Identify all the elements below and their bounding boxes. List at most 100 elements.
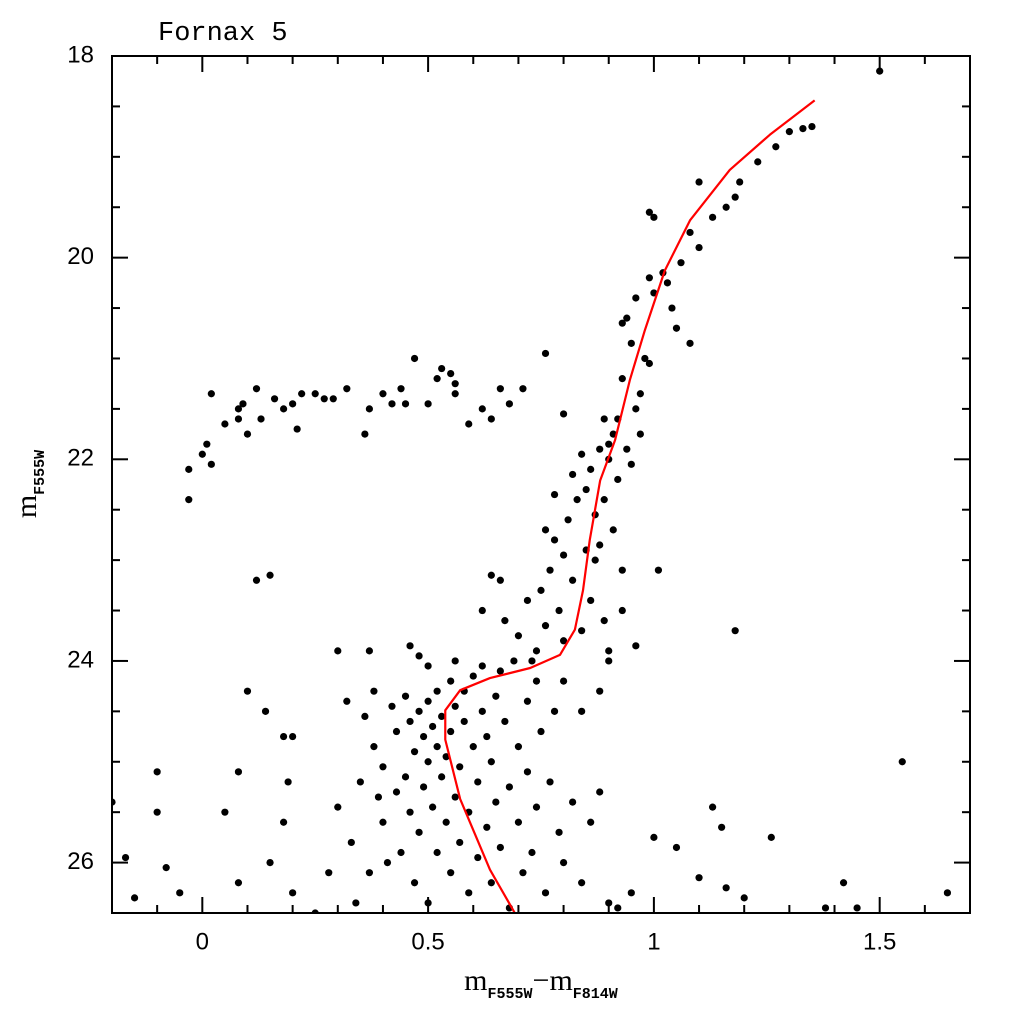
- star-point: [505, 400, 513, 408]
- star-point: [487, 415, 495, 423]
- star-point: [645, 274, 653, 282]
- star-point: [280, 732, 288, 741]
- y-label-part: m: [10, 495, 43, 518]
- star-point: [424, 758, 432, 766]
- star-point: [451, 657, 459, 665]
- star-point: [578, 450, 586, 458]
- star-point: [280, 405, 288, 413]
- x-tick-label: 1.5: [863, 928, 896, 955]
- star-point: [650, 833, 658, 841]
- star-point: [537, 586, 545, 594]
- star-point: [587, 596, 595, 605]
- star-point: [474, 778, 482, 786]
- star-point: [668, 304, 676, 312]
- star-point: [514, 632, 523, 640]
- star-point: [185, 465, 193, 473]
- star-point: [550, 490, 559, 499]
- star-point: [600, 415, 608, 423]
- star-point: [243, 687, 252, 695]
- star-point: [289, 889, 297, 897]
- star-point: [569, 576, 577, 584]
- star-point: [415, 707, 423, 715]
- star-point: [365, 869, 373, 877]
- star-point: [469, 672, 477, 680]
- star-point: [320, 395, 328, 403]
- star-point: [243, 430, 252, 438]
- star-point: [686, 339, 694, 347]
- star-point: [600, 617, 608, 625]
- star-point: [591, 556, 599, 564]
- star-point: [252, 576, 261, 584]
- star-point: [410, 748, 419, 756]
- star-point: [578, 707, 586, 715]
- star-point: [451, 702, 459, 710]
- star-point: [686, 228, 694, 237]
- star-point: [722, 203, 730, 211]
- star-point: [424, 400, 432, 408]
- x-tick-label: 1: [647, 928, 660, 955]
- star-point: [627, 889, 635, 897]
- star-point: [325, 869, 333, 877]
- star-point: [352, 899, 360, 907]
- star-point: [839, 879, 848, 887]
- star-point: [623, 445, 631, 453]
- star-point: [821, 904, 830, 912]
- star-point: [383, 858, 392, 867]
- star-point: [623, 314, 631, 322]
- star-point: [677, 259, 685, 267]
- star-point: [365, 405, 373, 413]
- star-point: [672, 843, 681, 852]
- star-point: [541, 349, 550, 358]
- star-point: [433, 687, 441, 695]
- star-point: [808, 122, 816, 131]
- star-point: [596, 541, 604, 549]
- star-point: [695, 178, 703, 186]
- star-point: [334, 803, 342, 811]
- star-point: [496, 667, 504, 675]
- star-point: [289, 732, 297, 741]
- x-tick-label: 0.5: [411, 928, 444, 955]
- star-point: [298, 390, 306, 398]
- y-tick-label: 24: [67, 646, 94, 673]
- star-point: [578, 627, 586, 635]
- star-point: [614, 904, 622, 912]
- star-point: [731, 627, 739, 635]
- star-point: [596, 788, 604, 796]
- star-point: [496, 576, 504, 584]
- chart-title: Fornax 5: [158, 19, 288, 49]
- star-point: [695, 874, 703, 882]
- star-point: [645, 208, 653, 216]
- star-point: [519, 385, 527, 393]
- star-point: [943, 889, 952, 897]
- star-point: [483, 732, 491, 741]
- star-point: [203, 440, 211, 448]
- star-point: [510, 657, 518, 665]
- star-point: [523, 596, 532, 605]
- star-point: [442, 753, 450, 761]
- star-point: [487, 571, 495, 579]
- star-point: [433, 743, 441, 751]
- star-point: [406, 808, 414, 816]
- star-point: [618, 566, 626, 574]
- star-point: [419, 732, 428, 741]
- star-point: [379, 390, 387, 398]
- star-point: [532, 803, 541, 811]
- star-point: [370, 687, 378, 695]
- star-point: [465, 889, 473, 897]
- star-point: [632, 642, 640, 650]
- star-point: [605, 647, 613, 655]
- star-point: [569, 798, 577, 806]
- star-point: [528, 657, 536, 665]
- star-point: [663, 279, 672, 287]
- star-point: [550, 536, 559, 544]
- star-point: [239, 400, 247, 408]
- star-point: [429, 722, 437, 731]
- star-point: [627, 339, 635, 347]
- star-point: [153, 808, 161, 816]
- star-point: [266, 858, 274, 867]
- star-point: [523, 768, 532, 776]
- star-point: [433, 848, 441, 857]
- star-point: [632, 405, 640, 413]
- star-point: [397, 848, 405, 857]
